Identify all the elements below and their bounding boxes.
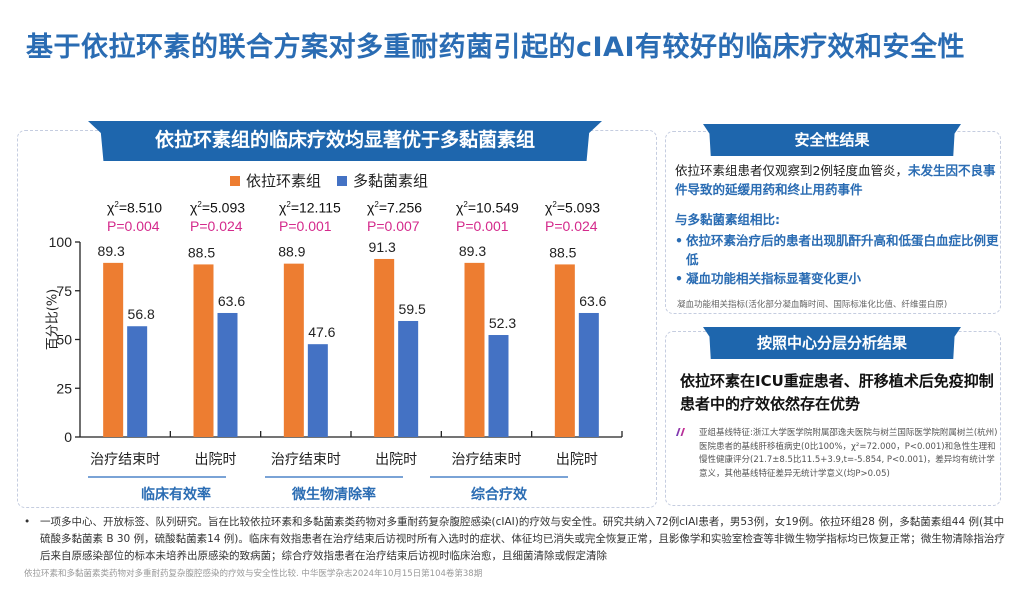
p-value: P=0.024 <box>190 217 243 234</box>
stat-block: χ2=7.256 P=0.007 <box>367 196 422 235</box>
chi-square-value: χ2=5.093 <box>190 199 246 216</box>
chi-square-value: χ2=10.549 <box>456 199 519 216</box>
p-value: P=0.007 <box>367 217 420 234</box>
legend-label: 依拉环素组 <box>246 172 322 190</box>
y-tick-label: 0 <box>64 429 72 445</box>
efficacy-panel <box>17 130 657 508</box>
legend-label: 多黏菌素组 <box>353 172 429 190</box>
safety-plain-text: 依拉环素组患者仅观察到2例轻度血管炎， <box>675 163 908 178</box>
bar-polymyxin <box>217 312 238 437</box>
bar-polymyxin <box>398 320 419 437</box>
group-underline <box>265 476 403 478</box>
subgroup-panel <box>665 331 1001 506</box>
x-category-label: 出院时 <box>195 452 237 468</box>
group-label-microbial: 微生物清除率 <box>292 487 376 503</box>
page-title: 基于依拉环素的联合方案对多重耐药菌引起的cIAI有较好的临床疗效和安全性 <box>26 32 965 63</box>
safety-bullet: • 依拉环素治疗后的患者出现肌酐升高和低蛋白血症比例更低 <box>675 233 999 267</box>
x-category-label: 治疗结束时 <box>271 452 341 468</box>
y-tick-label: 100 <box>49 234 73 250</box>
legend-swatch-blue <box>337 175 348 186</box>
data-label: 89.3 <box>459 243 486 259</box>
bar-polymyxin <box>307 344 328 437</box>
stat-block: χ2=8.510 P=0.004 <box>107 196 162 235</box>
safety-banner: 安全性结果 <box>703 124 961 156</box>
subgroup-note: 亚组基线特征:浙江大学医学院附属邵逸夫医院与树兰国际医学院附属树兰(杭州)医院患… <box>699 428 998 479</box>
y-tick-label: 25 <box>56 380 72 396</box>
chi-square-value: χ2=5.093 <box>545 199 601 216</box>
bar-polymyxin <box>488 335 509 437</box>
study-description: • 一项多中心、开放标签、队列研究。旨在比较依拉环素和多黏菌素类药物对多重耐药复… <box>24 514 1014 565</box>
safety-bullet: • 凝血功能相关指标显著变化更小 <box>675 271 862 286</box>
safety-summary: 依拉环素组患者仅观察到2例轻度血管炎，未发生因不良事件导致的延缓用药和终止用药事… <box>675 161 1000 199</box>
legend-swatch-orange <box>230 175 240 186</box>
bar-eravacycline <box>193 264 214 437</box>
x-category-label: 出院时 <box>556 452 598 468</box>
p-value: P=0.024 <box>545 217 598 234</box>
citation: 依拉环素和多黏菌素类药物对多重耐药复杂腹腔感染的疗效与安全性比较. 中华医学杂志… <box>24 569 483 579</box>
stat-block: χ2=5.093 P=0.024 <box>545 196 600 235</box>
stat-block: χ2=5.093 P=0.024 <box>190 196 245 235</box>
x-category-label: 治疗结束时 <box>90 452 160 468</box>
compare-heading: 与多黏菌素组相比: <box>675 212 780 227</box>
group-label-clinical: 临床有效率 <box>141 487 211 503</box>
bar-chart: 0 25 50 75 100 89.3 56.8 治疗结束时 88.5 63.6 出院时 88.9 47… <box>49 234 623 468</box>
p-value: P=0.001 <box>279 217 332 234</box>
stat-block: χ2=10.549 P=0.001 <box>456 196 519 235</box>
subgroup-headline: 依拉环素在ICU重症患者、肝移植术后免疫抑制患者中的疗效依然存在优势 <box>680 372 994 413</box>
bar-eravacycline <box>103 262 124 437</box>
safety-highlight-text: 未发生因不良事件导致的延缓用药和终止用药事件 <box>675 163 996 197</box>
data-label: 63.6 <box>218 293 245 309</box>
x-category-label: 出院时 <box>375 452 417 468</box>
legend-item-eravacycline: 依拉环素组 <box>230 170 321 191</box>
chart-legend: 依拉环素组 多黏菌素组 <box>230 170 438 191</box>
stat-block: χ2=12.115 P=0.001 <box>279 196 341 235</box>
data-label: 89.3 <box>98 243 125 259</box>
group-label-overall: 综合疗效 <box>471 487 527 503</box>
data-label: 63.6 <box>579 293 606 309</box>
bar-eravacycline <box>554 264 575 437</box>
data-label: 52.3 <box>489 315 516 331</box>
data-label: 91.3 <box>369 239 396 255</box>
subgroup-banner: 按照中心分层分析结果 <box>703 327 961 359</box>
p-value: P=0.004 <box>107 217 160 234</box>
bar-polymyxin <box>578 312 599 437</box>
data-label: 56.8 <box>128 306 155 322</box>
bar-eravacycline <box>283 263 304 437</box>
legend-item-polymyxin: 多黏菌素组 <box>337 170 428 191</box>
chi-square-value: χ2=7.256 <box>367 199 423 216</box>
group-underline <box>88 476 226 478</box>
chi-square-value: χ2=12.115 <box>279 199 341 216</box>
data-label: 88.5 <box>549 244 576 260</box>
safety-footnote: 凝血功能相关指标(活化部分凝血酶时间、国际标准化比值、纤维蛋白原) <box>677 300 948 310</box>
bullet: • <box>24 516 31 528</box>
data-label: 59.5 <box>399 301 426 317</box>
p-value: P=0.001 <box>456 217 509 234</box>
bar-eravacycline <box>374 258 395 437</box>
bar-polymyxin <box>127 326 148 437</box>
bar-eravacycline <box>464 262 485 437</box>
group-underline <box>430 476 568 478</box>
y-tick-label: 50 <box>56 332 72 348</box>
data-label: 47.6 <box>308 324 335 340</box>
x-category-label: 治疗结束时 <box>452 452 522 468</box>
data-label: 88.5 <box>188 244 215 260</box>
y-tick-label: 75 <box>56 283 72 299</box>
data-label: 88.9 <box>278 244 305 260</box>
chi-square-value: χ2=8.510 <box>107 199 163 216</box>
study-description-text: 一项多中心、开放标签、队列研究。旨在比较依拉环素和多黏菌素类药物对多重耐药复杂腹… <box>40 516 1005 562</box>
efficacy-banner: 依拉环素组的临床疗效均显著优于多黏菌素组 <box>88 121 602 161</box>
